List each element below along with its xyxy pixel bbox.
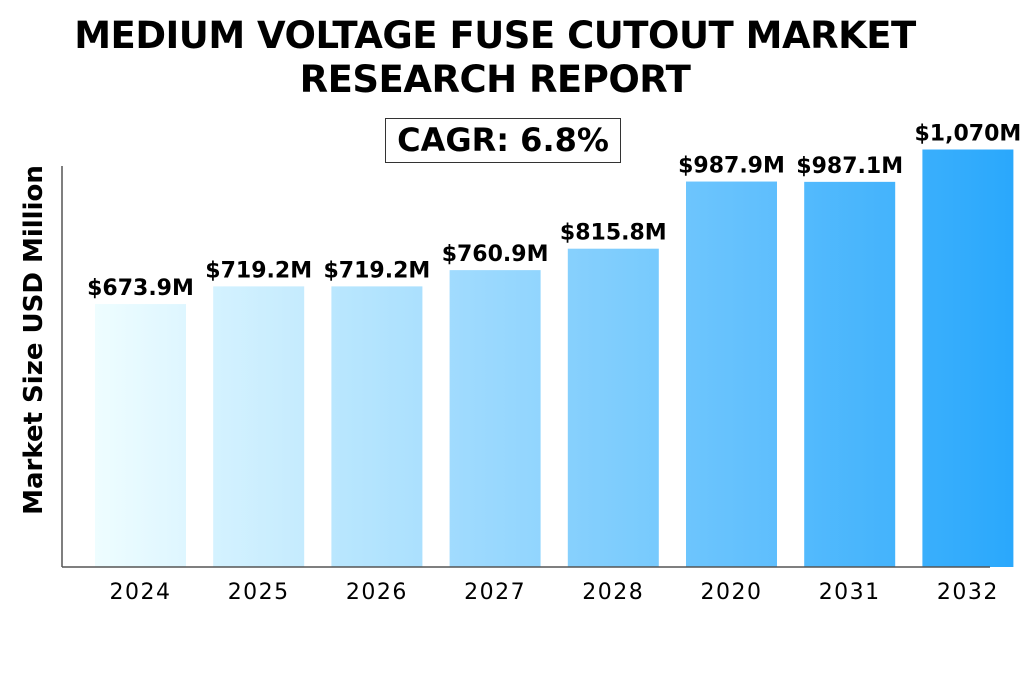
bar-value-label: $719.2M <box>205 258 312 283</box>
chart-title-line-1: MEDIUM VOLTAGE FUSE CUTOUT MARKET <box>74 14 916 57</box>
bar-value-label: $1,070M <box>915 122 1022 147</box>
bar-value-label: $987.1M <box>796 154 903 179</box>
bar-2020 <box>686 181 777 567</box>
x-tick-label: 2024 <box>110 580 172 605</box>
x-tick-label: 2031 <box>819 580 881 605</box>
bar-2024 <box>95 304 186 567</box>
bar-2026 <box>331 286 423 567</box>
chart-title: MEDIUM VOLTAGE FUSE CUTOUT MARKET RESEAR… <box>0 14 990 102</box>
x-tick-label: 2020 <box>701 580 763 605</box>
x-tick-label: 2028 <box>582 580 644 605</box>
x-tick-labels-group: 2024 2025 2026 2027 2028 2020 2031 2032 <box>110 580 999 605</box>
bar-2027 <box>449 270 541 567</box>
bars-group <box>95 149 1014 568</box>
bar-value-label: $987.9M <box>678 154 785 179</box>
bar-value-label: $760.9M <box>442 242 549 267</box>
bar-2028 <box>567 248 659 567</box>
bar-2025 <box>213 286 305 567</box>
value-labels-group: $673.9M $719.2M $719.2M $760.9M $815.8M $987.… <box>87 122 1021 302</box>
bar-value-label: $815.8M <box>560 221 667 246</box>
x-tick-label: 2025 <box>228 580 290 605</box>
chart-title-line-2: RESEARCH REPORT <box>299 58 691 101</box>
bar-2031 <box>804 181 896 567</box>
x-tick-label: 2026 <box>346 580 408 605</box>
cagr-badge: CAGR: 6.8% <box>385 118 621 163</box>
x-tick-label: 2032 <box>937 580 999 605</box>
bar-value-label: $673.9M <box>87 276 194 301</box>
x-tick-label: 2027 <box>464 580 526 605</box>
bar-2032 <box>922 149 1014 568</box>
bar-value-label: $719.2M <box>324 258 431 283</box>
